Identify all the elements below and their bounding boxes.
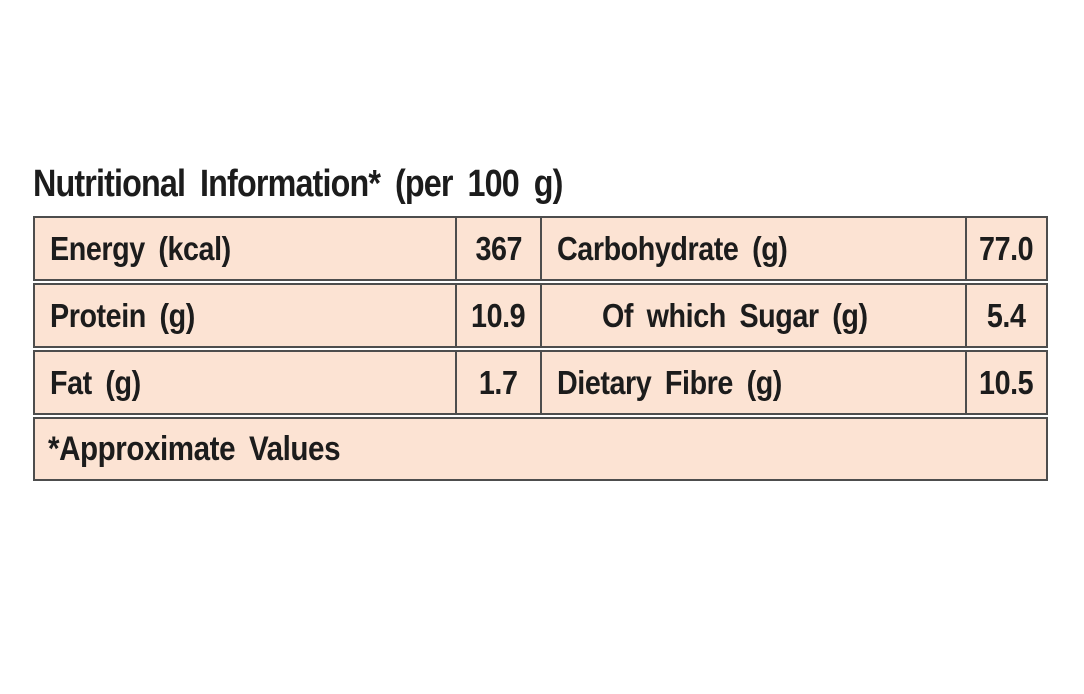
- nutrient-label-fat: Fat (g): [50, 363, 141, 401]
- nutrient-value-carbohydrate: 77.0: [965, 218, 1046, 279]
- table-row-protein-sugar: Protein (g) 10.9 Of which Sugar (g) 5.4: [33, 283, 1048, 348]
- nutrient-label-dietary-fibre: Dietary Fibre (g): [540, 352, 965, 413]
- panel-title: Nutritional Information* (per 100 g): [33, 160, 656, 208]
- nutrient-value-dietary-fibre: 10.5: [965, 352, 1046, 413]
- table-row-fat-fibre: Fat (g) 1.7 Dietary Fibre (g) 10.5: [33, 350, 1048, 415]
- footnote: *Approximate Values: [48, 429, 341, 468]
- nutrient-label-energy: Energy (kcal): [50, 229, 231, 267]
- table-row-energy-carbohydrate: Energy (kcal) 367 Carbohydrate (g) 77.0: [33, 216, 1048, 281]
- nutrient-value-sugar: 5.4: [965, 285, 1046, 346]
- nutrient-value-energy: 367: [455, 218, 540, 279]
- table-row-footnote: *Approximate Values: [33, 417, 1048, 481]
- panel-title-text: Nutritional Information* (per 100 g): [33, 162, 563, 205]
- nutrient-value-protein: 10.9: [455, 285, 540, 346]
- nutrition-table: Energy (kcal) 367 Carbohydrate (g) 77.0 …: [33, 216, 1048, 481]
- nutrient-label-carbohydrate: Carbohydrate (g): [540, 218, 965, 279]
- nutrient-value-fat: 1.7: [455, 352, 540, 413]
- nutrient-label-protein: Protein (g): [50, 296, 195, 334]
- nutrient-label-sugar: Of which Sugar (g): [540, 285, 965, 346]
